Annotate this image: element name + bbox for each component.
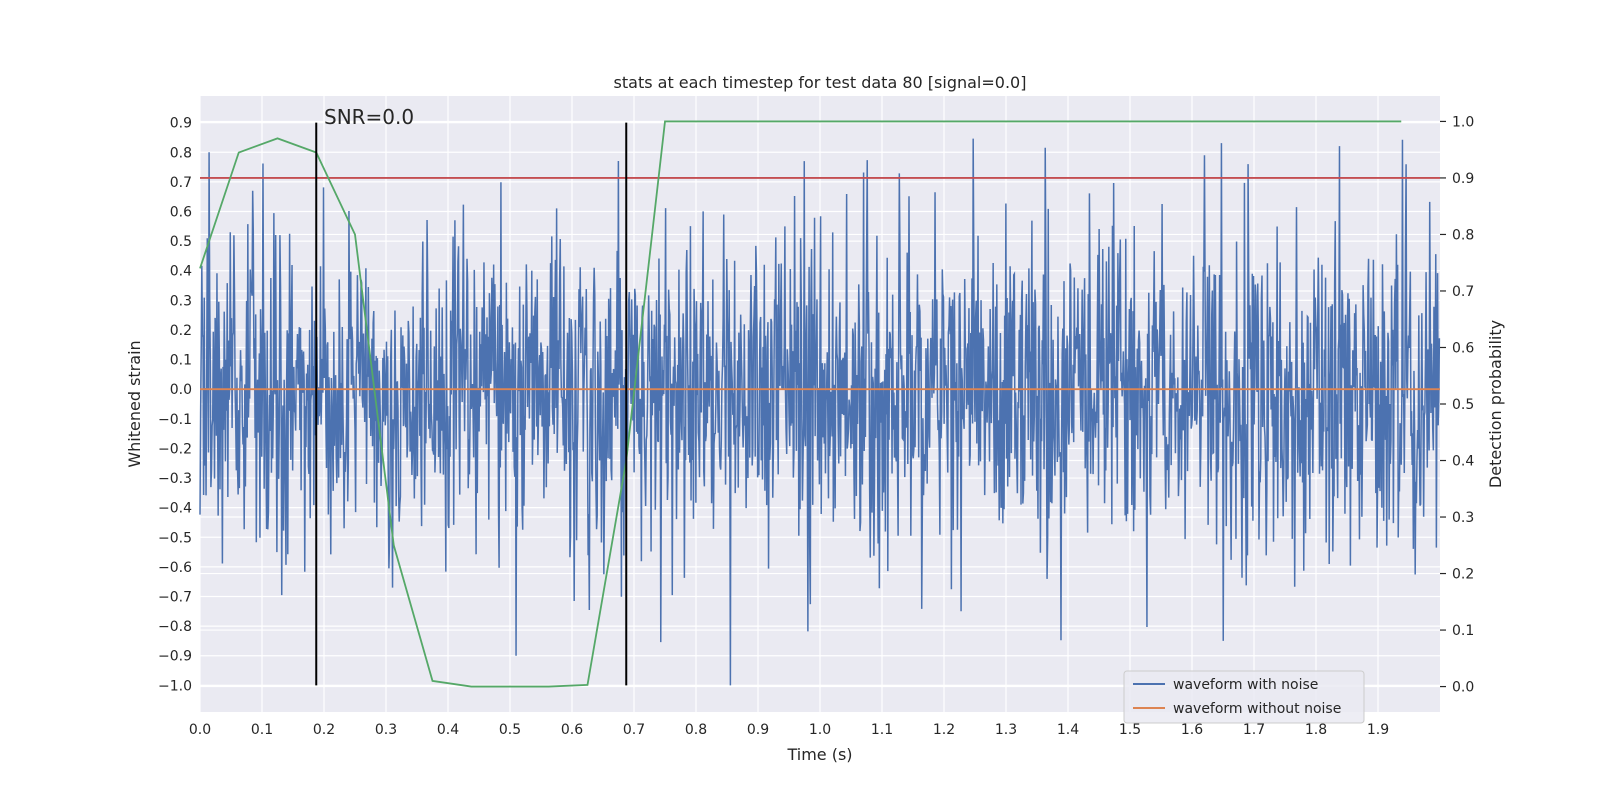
y-tick-label: 0.0 — [170, 382, 192, 398]
x-tick-label: 0.1 — [251, 722, 273, 738]
series-detection-probability — [199, 120, 1402, 688]
y-tick-label: 0.7 — [170, 175, 192, 191]
x-tick-label: 0.4 — [437, 722, 459, 738]
y2-tick-label: 0.8 — [1452, 227, 1474, 243]
x-tick-label: 1.6 — [1181, 722, 1203, 738]
x-tick-label: 0.0 — [189, 722, 211, 738]
y-tick-label: 0.4 — [170, 264, 192, 280]
x-tick-label: 1.9 — [1367, 722, 1389, 738]
y2-tick-label: 0.6 — [1452, 340, 1474, 356]
y-tick-label: 0.2 — [170, 323, 192, 339]
x-tick-label: 0.5 — [499, 722, 521, 738]
x-tick-label: 0.6 — [561, 722, 583, 738]
y-tick-label: −0.9 — [158, 649, 192, 665]
y2-tick-label: 0.7 — [1452, 284, 1474, 300]
y-tick-label: 0.3 — [170, 293, 192, 309]
x-tick-label: 0.9 — [747, 722, 769, 738]
x-tick-label: 1.7 — [1243, 722, 1265, 738]
y2-tick-label: 0.4 — [1452, 454, 1474, 470]
y2-tick-label: 1.0 — [1452, 114, 1474, 130]
series-lines — [199, 120, 1440, 688]
x-tick-label: 0.2 — [313, 722, 335, 738]
x-axis-ticks: 0.0 0.1 0.2 0.3 0.4 0.5 0.6 0.7 0.8 0.9 1.0 1.1 1.2 1… — [189, 722, 1389, 738]
y-tick-label: 0.8 — [170, 145, 192, 161]
x-axis-title: Time (s) — [786, 745, 852, 764]
y-tick-label: −1.0 — [158, 678, 192, 694]
noise-line — [199, 138, 1441, 686]
legend-box — [1123, 670, 1365, 724]
x-tick-label: 1.8 — [1305, 722, 1327, 738]
y-tick-label: −0.8 — [158, 619, 192, 635]
y2-tick-label: 0.3 — [1452, 510, 1474, 526]
x-tick-label: 0.3 — [375, 722, 397, 738]
series-waveform-with-noise — [199, 138, 1441, 686]
y-tick-label: −0.6 — [158, 560, 192, 576]
y-tick-label: 0.6 — [170, 205, 192, 221]
x-tick-label: 0.8 — [685, 722, 707, 738]
y-axis-ticks: 0.9 0.8 0.7 0.6 0.5 0.4 0.3 0.2 0.1 0.0 −0.1 −0.2 −0… — [158, 116, 192, 695]
y2-tick-label: 0.5 — [1452, 397, 1474, 413]
y-tick-label: −0.4 — [158, 501, 192, 517]
legend-label-noise: waveform with noise — [1173, 677, 1318, 693]
y-tick-label: 0.5 — [170, 234, 192, 250]
y-tick-label: −0.7 — [158, 590, 192, 606]
legend-label-clean: waveform without noise — [1173, 701, 1341, 717]
y-tick-label: 0.1 — [170, 353, 192, 369]
x-tick-label: 1.0 — [809, 722, 831, 738]
chart-title: stats at each timestep for test data 80 … — [614, 73, 1027, 92]
x-tick-label: 1.1 — [871, 722, 893, 738]
x-tick-label: 1.5 — [1119, 722, 1141, 738]
y-tick-label: 0.9 — [170, 116, 192, 132]
snr-annotation: SNR=0.0 — [324, 105, 414, 129]
y2-tick-label: 0.1 — [1452, 623, 1474, 639]
y2-axis-ticks: 1.0 0.9 0.8 0.7 0.6 0.5 0.4 0.3 0.2 0.1 0.0 — [1440, 114, 1474, 696]
y2-tick-label: 0.0 — [1452, 680, 1474, 696]
y-axis-title: Whitened strain — [125, 340, 144, 467]
x-tick-label: 0.7 — [623, 722, 645, 738]
y2-tick-label: 0.2 — [1452, 567, 1474, 583]
y-tick-label: −0.1 — [158, 412, 192, 428]
x-tick-label: 1.4 — [1057, 722, 1079, 738]
legend: waveform with noise waveform without noi… — [1123, 670, 1365, 724]
y2-axis-title: Detection probability — [1486, 320, 1505, 488]
y-tick-label: −0.3 — [158, 471, 192, 487]
vertical-markers — [315, 122, 628, 686]
x-tick-label: 1.3 — [995, 722, 1017, 738]
y-tick-label: −0.2 — [158, 441, 192, 457]
x-tick-label: 1.2 — [933, 722, 955, 738]
y-tick-label: −0.5 — [158, 530, 192, 546]
y2-tick-label: 0.9 — [1452, 171, 1474, 187]
